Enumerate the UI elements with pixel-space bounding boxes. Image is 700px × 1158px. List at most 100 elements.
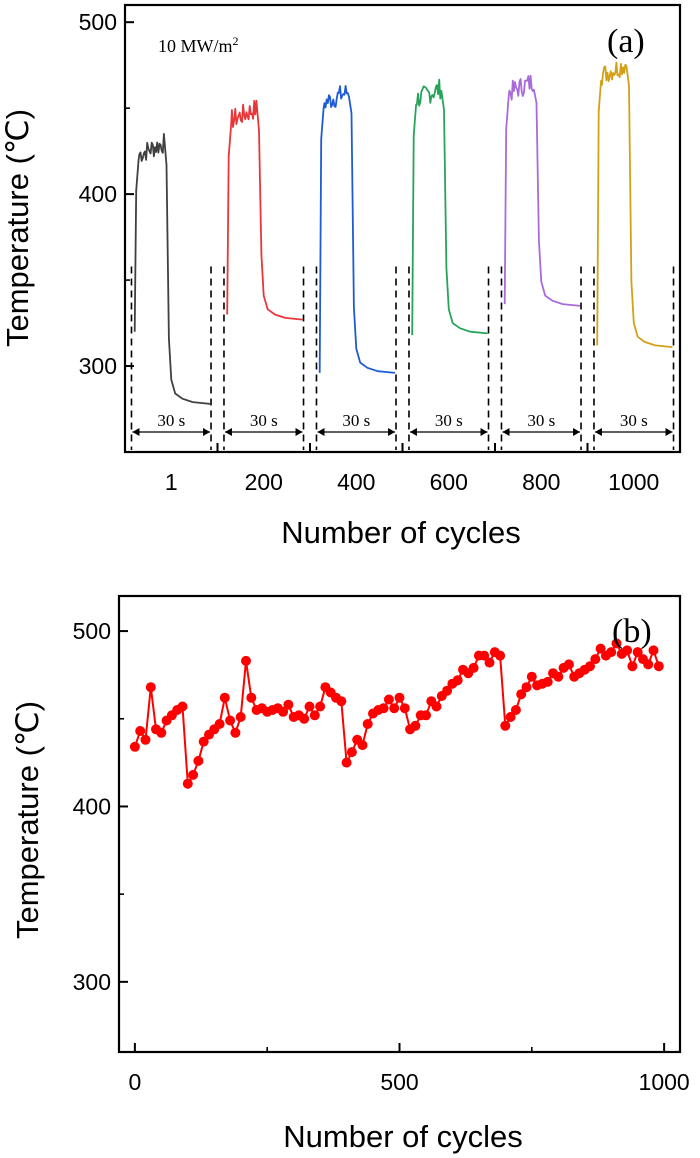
panel-b-data-point bbox=[198, 736, 209, 747]
panel-b-data-point bbox=[278, 706, 289, 717]
panel-b-data-point bbox=[193, 755, 204, 766]
panel-a-arrowhead-left bbox=[317, 428, 325, 436]
panel-b-data-point bbox=[341, 757, 352, 768]
panel-a-duration-label: 30 s bbox=[620, 411, 648, 430]
panel-a-series-line-1 bbox=[133, 132, 211, 405]
panel-b-data-point bbox=[627, 661, 638, 672]
panel-b-data-point bbox=[632, 647, 643, 658]
panel-a-arrowhead-left bbox=[409, 428, 417, 436]
panel-b-data-point bbox=[219, 692, 230, 703]
panel-b-label: (b) bbox=[612, 613, 652, 650]
panel-a-arrowhead-right bbox=[203, 428, 211, 436]
panel-b-data-point bbox=[526, 671, 537, 682]
panel-a-x-tick-label: 600 bbox=[430, 469, 468, 495]
panel-a-annotation: 10 MW/m2 bbox=[158, 34, 239, 56]
panel-b-y-tick-label: 500 bbox=[73, 618, 111, 644]
panel-a-series-line-200 bbox=[226, 99, 303, 321]
panel-a-series-line-800 bbox=[503, 74, 581, 307]
panel-a-duration-label: 30 s bbox=[342, 411, 370, 430]
panel-b-data-point bbox=[653, 661, 664, 672]
panel-a-series-line-1000 bbox=[596, 61, 673, 348]
panel-b-x-tick-label: 0 bbox=[128, 1069, 141, 1095]
panel-b-data-point bbox=[378, 703, 389, 714]
panel-a-duration-label: 30 s bbox=[435, 411, 463, 430]
panel-b-data-point bbox=[585, 661, 595, 672]
panel-b-x-axis-title: Number of cycles bbox=[283, 1119, 522, 1154]
panel-b-chart: 300 400 500 0 500 1000 (b) Temperature (℃) N… bbox=[10, 594, 690, 1154]
panel-a-arrowhead-left bbox=[132, 428, 140, 436]
panel-a-y-axis-title: Temperature (℃) bbox=[0, 109, 35, 347]
panel-b-series-group bbox=[129, 638, 664, 789]
panel-b-data-point bbox=[315, 701, 326, 712]
panel-b-data-point bbox=[145, 682, 156, 693]
panel-b-data-point bbox=[156, 727, 167, 738]
panel-b-data-point bbox=[140, 734, 151, 745]
panel-a-arrowhead-left bbox=[594, 428, 602, 436]
panel-a-series-line-600 bbox=[411, 78, 488, 336]
panel-b-data-point bbox=[553, 671, 564, 682]
panel-b-data-point bbox=[177, 701, 188, 712]
panel-a-x-axis-title: Number of cycles bbox=[281, 515, 520, 550]
panel-b-data-point bbox=[521, 682, 532, 693]
panel-b-data-point bbox=[129, 741, 140, 752]
panel-b-data-point bbox=[563, 659, 574, 670]
panel-a-arrowhead-right bbox=[480, 428, 488, 436]
panel-b-data-point bbox=[383, 694, 394, 705]
panel-b-y-tick-label: 400 bbox=[73, 793, 111, 819]
panel-b-data-point bbox=[283, 699, 294, 710]
panel-b-data-point bbox=[246, 692, 257, 703]
panel-b-data-point bbox=[230, 727, 241, 738]
panel-b-x-tick-label: 1000 bbox=[639, 1069, 690, 1095]
panel-b-data-point bbox=[500, 720, 511, 731]
panel-a-arrowhead-right bbox=[295, 428, 303, 436]
panel-b-data-point bbox=[394, 692, 405, 703]
panel-b-data-point bbox=[225, 715, 236, 726]
panel-a-y-tick-label: 500 bbox=[79, 9, 117, 35]
panel-a-x-tick-label: 200 bbox=[245, 469, 283, 495]
panel-b-data-point bbox=[505, 712, 516, 722]
panel-a-chart: 30 s 30 s 30 s 30 s 30 s 30 s 300 400 500 1 200 4… bbox=[0, 3, 682, 550]
panel-a-series-group bbox=[133, 61, 673, 405]
panel-b-data-point bbox=[484, 657, 495, 668]
panel-b-data-point bbox=[214, 719, 225, 729]
panel-b-frame bbox=[117, 594, 682, 1054]
panel-b-data-point bbox=[611, 638, 622, 649]
panel-a-x-tick-label: 800 bbox=[522, 469, 560, 495]
panel-a-series-line-400 bbox=[318, 85, 396, 374]
panel-b-data-point bbox=[309, 710, 320, 721]
panel-a-window-markers: 30 s 30 s 30 s 30 s 30 s 30 s bbox=[130, 266, 675, 450]
panel-a-arrowhead-right bbox=[573, 428, 581, 436]
panel-a-x-tick-label: 1000 bbox=[608, 469, 659, 495]
panel-a-y-tick-label: 300 bbox=[79, 353, 117, 379]
panel-b-data-point bbox=[389, 703, 400, 714]
panel-b-data-point bbox=[399, 703, 410, 714]
panel-b-data-point bbox=[336, 696, 347, 707]
panel-a-arrowhead-left bbox=[502, 428, 510, 436]
panel-b-data-point bbox=[235, 712, 246, 722]
panel-b-data-point bbox=[510, 705, 521, 715]
panel-b-data-point bbox=[188, 769, 199, 780]
panel-b-data-point bbox=[643, 659, 654, 670]
panel-b-data-point bbox=[452, 675, 463, 686]
panel-b-data-point bbox=[590, 654, 601, 665]
panel-a-annotation-base: 10 MW/m bbox=[158, 36, 233, 56]
panel-a-x-tick-label: 400 bbox=[337, 469, 375, 495]
panel-b-data-point bbox=[479, 650, 490, 661]
panel-b-data-point bbox=[182, 778, 193, 789]
panel-b-x-tick-label: 500 bbox=[380, 1069, 418, 1095]
panel-a-arrowhead-left bbox=[224, 428, 232, 436]
panel-a-frame bbox=[123, 3, 682, 454]
panel-b-data-point bbox=[606, 647, 617, 658]
panel-a-y-tick-label: 400 bbox=[79, 181, 117, 207]
panel-b-data-point bbox=[241, 655, 251, 666]
panel-b-data-point bbox=[595, 643, 606, 654]
panel-b-data-point bbox=[346, 747, 357, 758]
panel-b-data-point bbox=[468, 662, 479, 673]
panel-a-duration-label: 30 s bbox=[250, 411, 278, 430]
panel-a-x-axis: 1 200 400 600 800 1000 bbox=[165, 443, 659, 495]
panel-b-data-point bbox=[410, 720, 421, 731]
panel-b-data-point bbox=[431, 701, 442, 712]
panel-a-arrowhead-right bbox=[665, 428, 673, 436]
panel-b-data-point bbox=[135, 726, 146, 736]
panel-a-duration-label: 30 s bbox=[157, 411, 185, 430]
